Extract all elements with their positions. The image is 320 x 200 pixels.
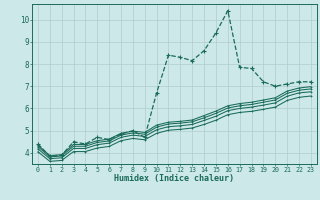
X-axis label: Humidex (Indice chaleur): Humidex (Indice chaleur) [115,174,234,183]
